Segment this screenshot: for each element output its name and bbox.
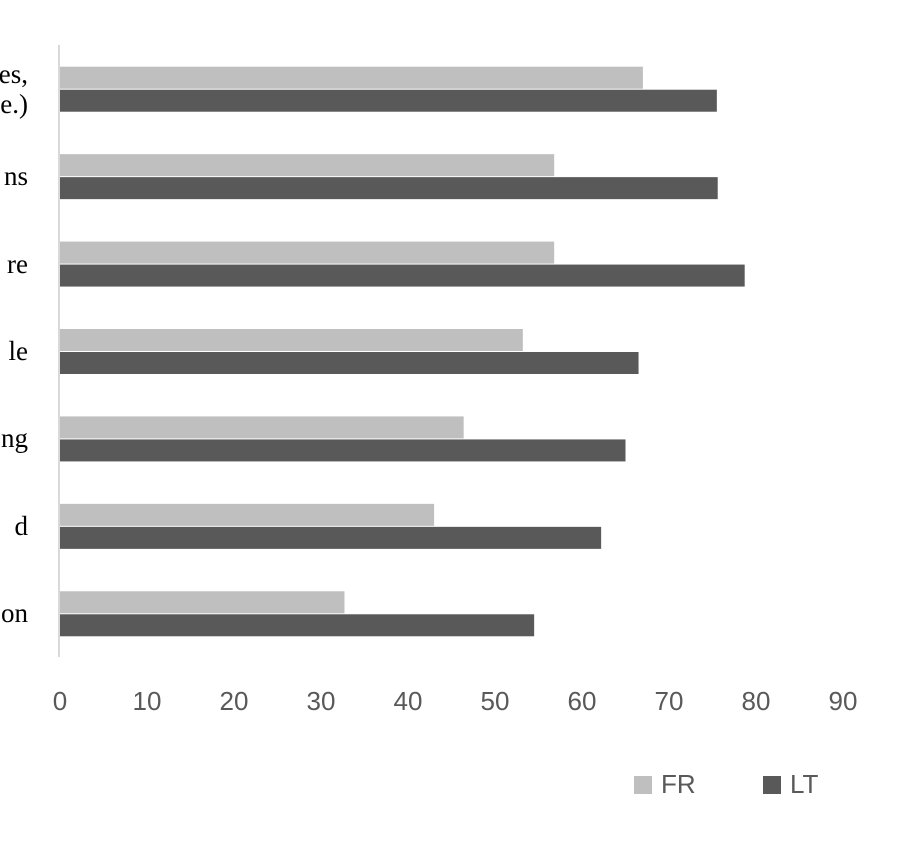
x-tick-label: 90: [829, 686, 858, 716]
category-label: ns: [3, 161, 28, 192]
bar: [60, 241, 555, 264]
bar: [60, 503, 435, 526]
bar: [60, 416, 464, 439]
bar: [60, 439, 626, 462]
x-tick-label: 50: [481, 686, 510, 716]
category-label: on: [1, 598, 28, 629]
bar: [60, 329, 523, 351]
category-label: le: [8, 336, 29, 366]
legend-swatch: [763, 776, 781, 794]
bar: [60, 591, 345, 614]
x-tick-label: 80: [742, 686, 771, 716]
x-tick-label: 30: [307, 686, 336, 716]
bar: [60, 526, 602, 549]
legend-label: FR: [661, 769, 696, 799]
x-tick-label: 0: [53, 686, 67, 716]
bar: [60, 89, 717, 112]
category-label: d: [14, 510, 29, 541]
x-tick-label: 20: [220, 686, 249, 716]
legend-label: LT: [790, 769, 819, 799]
bar: [60, 352, 639, 374]
x-tick-label: 10: [133, 686, 162, 716]
x-tick-label: 70: [655, 686, 684, 716]
x-tick-label: 40: [394, 686, 423, 716]
bar: [60, 614, 535, 637]
legend-swatch: [634, 776, 652, 794]
bar: [60, 154, 555, 177]
category-label: es, e.): [0, 58, 28, 119]
bar: [60, 66, 643, 89]
x-tick-label: 60: [568, 686, 597, 716]
category-label: ng: [1, 423, 28, 454]
bar: [60, 264, 745, 287]
bar: [60, 177, 718, 200]
category-label: re: [7, 248, 28, 279]
